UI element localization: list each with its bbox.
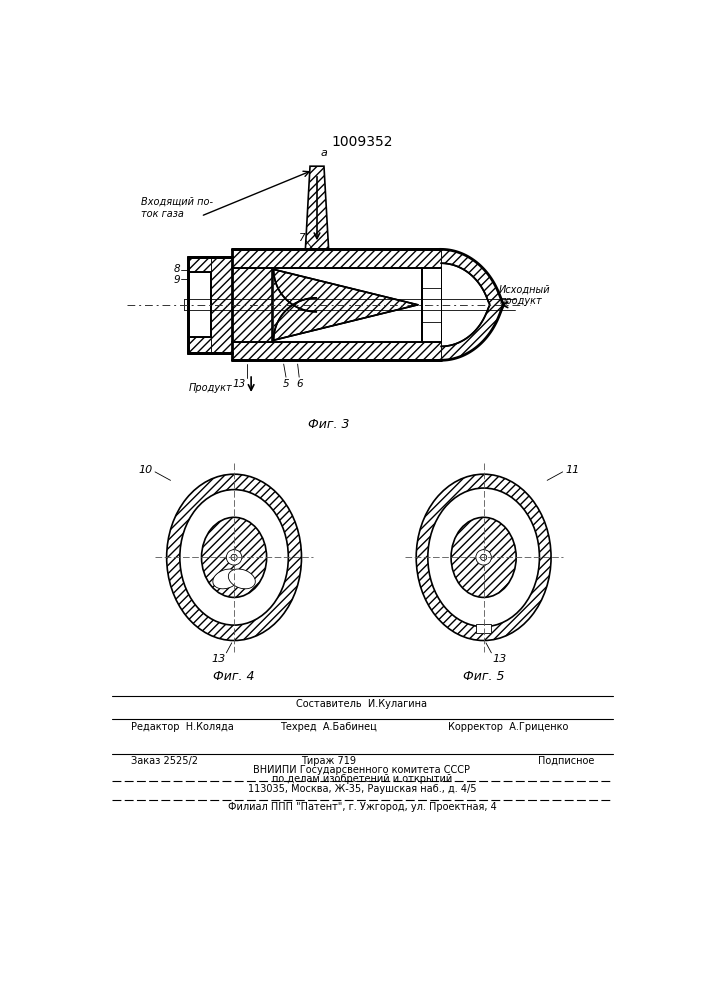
Text: 8: 8 [173, 264, 180, 274]
Text: а: а [321, 148, 328, 158]
Text: 7: 7 [298, 233, 305, 243]
Ellipse shape [201, 517, 267, 597]
Text: Фиг. 5: Фиг. 5 [463, 670, 504, 683]
Ellipse shape [228, 569, 255, 589]
Text: 113035, Москва, Ж-35, Раушская наб., д. 4/5: 113035, Москва, Ж-35, Раушская наб., д. … [247, 784, 477, 794]
Text: Филиал ППП "Патент", г. Ужгород, ул. Проектная, 4: Филиал ППП "Патент", г. Ужгород, ул. Про… [228, 802, 496, 812]
Text: 11: 11 [565, 465, 579, 475]
Bar [232, 249, 441, 268]
Text: 1009352: 1009352 [331, 135, 392, 149]
Text: по делам изобретений и открытий: по делам изобретений и открытий [271, 774, 452, 784]
Text: ВНИИПИ Государсвенного комитета СССР: ВНИИПИ Государсвенного комитета СССР [253, 765, 470, 775]
Text: Заказ 2525/2: Заказ 2525/2 [131, 756, 198, 766]
Polygon shape [274, 269, 418, 340]
Bar [232, 268, 272, 342]
Circle shape [231, 554, 237, 560]
Ellipse shape [180, 490, 288, 625]
Ellipse shape [167, 474, 301, 641]
Polygon shape [305, 166, 329, 249]
Text: Техред  А.Бабинец: Техред А.Бабинец [280, 722, 377, 732]
Text: 10: 10 [139, 465, 153, 475]
Polygon shape [441, 263, 489, 346]
Text: Исходный: Исходный [499, 284, 551, 294]
Text: 5: 5 [283, 379, 289, 389]
Text: Продукт: Продукт [189, 383, 233, 393]
Ellipse shape [428, 488, 539, 627]
Text: Подписное: Подписное [538, 756, 595, 766]
Circle shape [481, 554, 486, 560]
Text: 13: 13 [233, 379, 246, 389]
Text: Корректор  А.Гриценко: Корректор А.Гриценко [448, 722, 569, 732]
Circle shape [226, 550, 242, 565]
Text: Входящий по-: Входящий по- [141, 197, 213, 207]
Circle shape [476, 550, 491, 565]
Text: Составитель  И.Кулагина: Составитель И.Кулагина [296, 699, 428, 709]
Bar [187, 337, 211, 353]
Text: 6: 6 [296, 379, 303, 389]
Text: Тираж 719: Тираж 719 [301, 756, 356, 766]
Ellipse shape [451, 517, 516, 597]
Bar [476, 624, 491, 633]
Text: 13: 13 [492, 654, 506, 664]
Text: ток газа: ток газа [141, 209, 184, 219]
Bar [421, 268, 441, 342]
Polygon shape [441, 249, 503, 360]
Ellipse shape [213, 569, 240, 589]
Text: 13: 13 [211, 654, 226, 664]
Ellipse shape [416, 474, 551, 641]
Bar [211, 257, 232, 353]
Text: Фиг. 4: Фиг. 4 [214, 670, 255, 683]
Text: продукт: продукт [499, 296, 542, 306]
Bar [187, 257, 211, 272]
Text: 9: 9 [173, 275, 180, 285]
Text: Фиг. 3: Фиг. 3 [308, 418, 349, 431]
Bar [232, 342, 441, 360]
Text: Редактор  Н.Коляда: Редактор Н.Коляда [131, 722, 234, 732]
